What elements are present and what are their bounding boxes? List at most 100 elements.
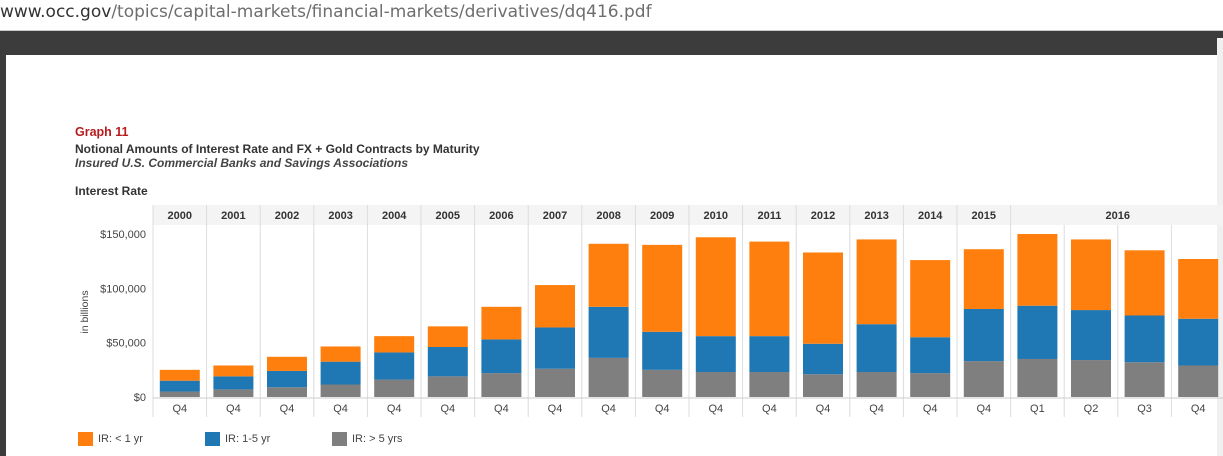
y-axis-title: in billions bbox=[79, 290, 91, 333]
y-tick-label: $0 bbox=[134, 392, 146, 404]
bar-segment-ir-5-yrs bbox=[910, 373, 951, 397]
bar-segment-ir-1-5-yr bbox=[910, 337, 951, 374]
bar-segment-ir-5-yrs bbox=[588, 357, 629, 397]
legend-swatch-icon bbox=[78, 432, 93, 446]
bar-segment-ir-1-yr bbox=[642, 244, 683, 332]
bar-segment-ir-1-5-yr bbox=[856, 324, 897, 373]
bar-segment-ir-1-yr bbox=[856, 239, 897, 325]
bar-segment-ir-1-5-yr bbox=[1124, 315, 1165, 363]
bar-segment-ir-1-5-yr bbox=[374, 352, 415, 380]
address-bar[interactable]: www.occ.gov/topics/capital-markets/finan… bbox=[0, 0, 1223, 31]
year-label: 2009 bbox=[650, 210, 674, 222]
bar-segment-ir-5-yrs bbox=[856, 372, 897, 397]
bar-segment-ir-1-5-yr bbox=[535, 327, 575, 369]
bar-segment-ir-5-yrs bbox=[213, 389, 254, 397]
bar-segment-ir-5-yrs bbox=[963, 361, 1004, 397]
url-text[interactable]: www.occ.gov/topics/capital-markets/finan… bbox=[0, 0, 652, 24]
bar-segment-ir-5-yrs bbox=[320, 384, 361, 397]
bar-segment-ir-5-yrs bbox=[1071, 360, 1111, 397]
scrollbar[interactable] bbox=[1217, 38, 1223, 456]
year-label: 2005 bbox=[436, 210, 460, 222]
year-label: 2002 bbox=[275, 210, 299, 222]
bar-segment-ir-1-5-yr bbox=[695, 336, 736, 373]
year-label: 2004 bbox=[382, 210, 407, 222]
year-label: 2001 bbox=[221, 210, 245, 222]
year-label: 2003 bbox=[328, 210, 352, 222]
year-label: 2012 bbox=[811, 210, 835, 222]
bar-segment-ir-1-5-yr bbox=[159, 380, 200, 392]
graph-subtitle: Insured U.S. Commercial Banks and Saving… bbox=[75, 156, 408, 170]
x-tick-label: Q4 bbox=[548, 403, 563, 415]
x-tick-label: Q4 bbox=[601, 403, 616, 415]
bar-segment-ir-1-5-yr bbox=[481, 339, 522, 374]
bar-segment-ir-1-yr bbox=[588, 243, 629, 307]
legend-swatch-icon bbox=[205, 432, 220, 446]
legend-label: IR: 1-5 yr bbox=[225, 433, 271, 445]
bar-segment-ir-1-yr bbox=[320, 346, 361, 362]
x-tick-label: Q4 bbox=[226, 403, 241, 415]
bar-segment-ir-1-5-yr bbox=[1071, 310, 1111, 361]
x-tick-label: Q4 bbox=[816, 403, 831, 415]
graph-title: Notional Amounts of Interest Rate and FX… bbox=[75, 142, 480, 156]
y-tick-label: $150,000 bbox=[100, 229, 146, 241]
x-tick-label: Q4 bbox=[762, 403, 777, 415]
bar-segment-ir-5-yrs bbox=[374, 379, 415, 397]
year-label: 2008 bbox=[596, 210, 620, 222]
x-tick-label: Q3 bbox=[1137, 403, 1152, 415]
bar-segment-ir-5-yrs bbox=[1178, 365, 1219, 397]
x-tick-label: Q4 bbox=[655, 403, 670, 415]
bar-segment-ir-5-yrs bbox=[803, 374, 843, 397]
bar-segment-ir-1-yr bbox=[159, 369, 200, 381]
x-tick-label: Q4 bbox=[387, 403, 402, 415]
bar-segment-ir-1-yr bbox=[1017, 234, 1058, 306]
bar-segment-ir-1-yr bbox=[1071, 239, 1111, 311]
bar-segment-ir-1-yr bbox=[803, 252, 843, 344]
bar-segment-ir-1-5-yr bbox=[803, 343, 843, 375]
bar-segment-ir-1-5-yr bbox=[642, 331, 683, 370]
url-host: www.occ.gov bbox=[0, 2, 112, 22]
year-label: 2011 bbox=[757, 210, 781, 222]
bar-segment-ir-1-yr bbox=[1124, 250, 1165, 316]
x-tick-label: Q4 bbox=[440, 403, 455, 415]
bar-segment-ir-1-5-yr bbox=[749, 336, 790, 373]
bar-segment-ir-5-yrs bbox=[695, 372, 736, 397]
bar-segment-ir-1-5-yr bbox=[213, 376, 254, 390]
bar-segment-ir-5-yrs bbox=[1124, 362, 1165, 397]
bar-segment-ir-5-yrs bbox=[481, 373, 522, 397]
bar-segment-ir-1-5-yr bbox=[588, 306, 629, 358]
year-label: 2015 bbox=[972, 210, 996, 222]
x-tick-label: Q2 bbox=[1084, 403, 1099, 415]
chart-section-label: Interest Rate bbox=[75, 184, 148, 198]
legend-label: IR: < 1 yr bbox=[98, 433, 143, 445]
y-tick-label: $50,000 bbox=[106, 338, 146, 350]
bar-segment-ir-1-yr bbox=[749, 241, 790, 337]
bar-segment-ir-1-5-yr bbox=[1178, 318, 1219, 366]
x-tick-label: Q4 bbox=[708, 403, 723, 415]
year-label: 2014 bbox=[918, 210, 943, 222]
bar-segment-ir-1-5-yr bbox=[320, 361, 361, 385]
bar-segment-ir-1-yr bbox=[535, 285, 575, 328]
x-tick-label: Q4 bbox=[869, 403, 884, 415]
bar-segment-ir-5-yrs bbox=[642, 369, 683, 397]
bar-segment-ir-1-yr bbox=[1178, 258, 1219, 319]
year-label: 2006 bbox=[489, 210, 513, 222]
bar-segment-ir-1-yr bbox=[695, 237, 736, 337]
x-tick-label: Q4 bbox=[494, 403, 509, 415]
graph-number: Graph 11 bbox=[75, 125, 129, 139]
year-label: 2016 bbox=[1106, 210, 1130, 222]
bar-segment-ir-1-5-yr bbox=[267, 370, 307, 388]
bar-segment-ir-1-yr bbox=[427, 326, 468, 348]
bar-segment-ir-1-yr bbox=[267, 356, 307, 371]
year-label: 2013 bbox=[864, 210, 888, 222]
bar-segment-ir-5-yrs bbox=[159, 391, 200, 397]
url-path: /topics/capital-markets/financial-market… bbox=[111, 2, 652, 22]
bar-segment-ir-1-yr bbox=[910, 260, 951, 338]
bar-segment-ir-5-yrs bbox=[749, 372, 790, 397]
bar-segment-ir-1-5-yr bbox=[1017, 305, 1058, 359]
legend-swatch-icon bbox=[332, 432, 347, 446]
bar-segment-ir-1-yr bbox=[374, 336, 415, 353]
x-tick-label: Q4 bbox=[280, 403, 295, 415]
x-tick-label: Q4 bbox=[923, 403, 938, 415]
bar-segment-ir-1-5-yr bbox=[427, 347, 468, 377]
